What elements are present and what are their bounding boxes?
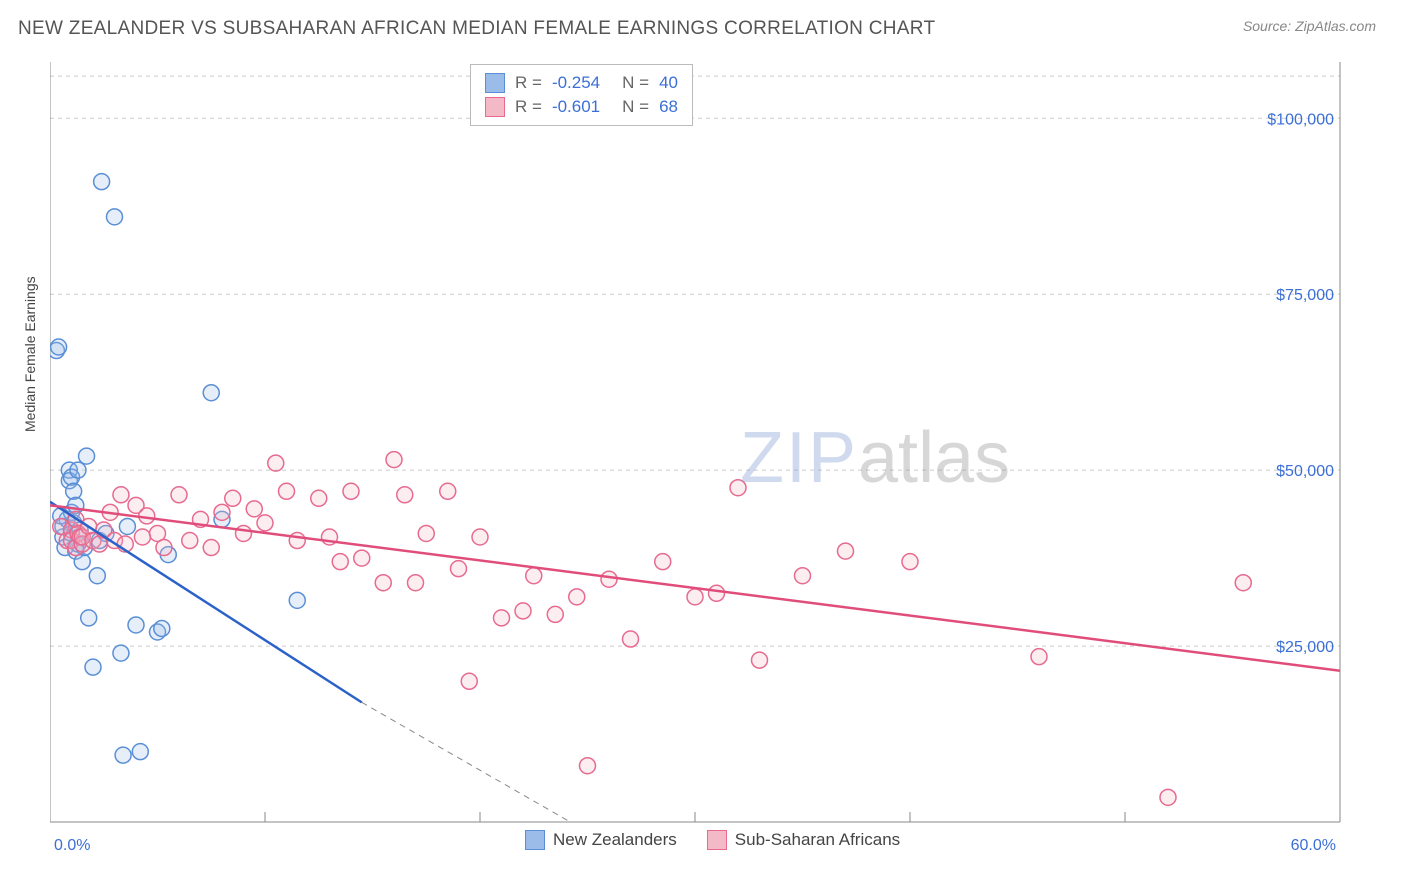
scatter-plot: $25,000 $50,000 $75,000 $100,000 0.0% 60.0% xyxy=(50,62,1390,862)
data-point xyxy=(268,455,284,471)
regression-extrapolation xyxy=(362,702,571,822)
data-point xyxy=(289,533,305,549)
data-point xyxy=(687,589,703,605)
stats-row: R = -0.601 N = 68 xyxy=(485,95,678,119)
data-point xyxy=(494,610,510,626)
stats-legend-box: R = -0.254 N = 40 R = -0.601 N = 68 xyxy=(470,64,693,126)
data-point xyxy=(119,518,135,534)
data-point xyxy=(279,483,295,499)
data-point xyxy=(902,554,918,570)
y-tick-label: $25,000 xyxy=(1276,639,1334,656)
y-tick-label: $100,000 xyxy=(1267,111,1334,128)
stat-r-label: R = xyxy=(515,73,542,93)
data-point xyxy=(156,540,172,556)
data-point xyxy=(1031,649,1047,665)
y-tick-label: $75,000 xyxy=(1276,287,1334,304)
data-point xyxy=(375,575,391,591)
stat-r-label: R = xyxy=(515,97,542,117)
data-point xyxy=(225,490,241,506)
source-label: Source: xyxy=(1243,18,1291,34)
stat-r-value: -0.601 xyxy=(552,97,600,117)
data-point xyxy=(89,568,105,584)
data-point xyxy=(795,568,811,584)
chart-source: Source: ZipAtlas.com xyxy=(1243,18,1376,34)
y-tick-label: $50,000 xyxy=(1276,463,1334,480)
data-point xyxy=(601,571,617,587)
stat-n-label: N = xyxy=(622,97,649,117)
data-point xyxy=(257,515,273,531)
data-point xyxy=(547,606,563,622)
data-point xyxy=(107,209,123,225)
data-point xyxy=(203,385,219,401)
data-point xyxy=(408,575,424,591)
chart-title: NEW ZEALANDER VS SUBSAHARAN AFRICAN MEDI… xyxy=(18,18,935,40)
data-point xyxy=(515,603,531,619)
data-point xyxy=(171,487,187,503)
data-point xyxy=(94,174,110,190)
data-point xyxy=(134,529,150,545)
source-value: ZipAtlas.com xyxy=(1295,18,1376,34)
data-point xyxy=(236,525,252,541)
data-point xyxy=(569,589,585,605)
data-point xyxy=(79,448,95,464)
data-point xyxy=(70,462,86,478)
data-point xyxy=(655,554,671,570)
legend-item: New Zealanders xyxy=(525,830,677,850)
data-point xyxy=(128,617,144,633)
data-point xyxy=(113,645,129,661)
legend-label: New Zealanders xyxy=(553,830,677,850)
series-legend: New Zealanders Sub-Saharan Africans xyxy=(525,830,900,850)
data-point xyxy=(354,550,370,566)
y-axis-label: Median Female Earnings xyxy=(22,276,38,432)
data-point xyxy=(526,568,542,584)
data-point xyxy=(580,758,596,774)
data-point xyxy=(397,487,413,503)
stat-n-value: 40 xyxy=(659,73,678,93)
stat-n-value: 68 xyxy=(659,97,678,117)
data-point xyxy=(386,452,402,468)
data-point xyxy=(418,525,434,541)
data-point xyxy=(154,620,170,636)
data-point xyxy=(51,339,67,355)
data-point xyxy=(81,610,97,626)
legend-swatch xyxy=(707,830,727,850)
stat-n-label: N = xyxy=(622,73,649,93)
stats-row: R = -0.254 N = 40 xyxy=(485,71,678,95)
legend-swatch xyxy=(525,830,545,850)
legend-label: Sub-Saharan Africans xyxy=(735,830,900,850)
data-point xyxy=(752,652,768,668)
data-point xyxy=(1235,575,1251,591)
x-tick-label: 60.0% xyxy=(1291,837,1336,854)
data-point xyxy=(730,480,746,496)
data-point xyxy=(1160,789,1176,805)
data-point xyxy=(838,543,854,559)
chart-header: NEW ZEALANDER VS SUBSAHARAN AFRICAN MEDI… xyxy=(0,0,1406,48)
data-point xyxy=(115,747,131,763)
data-point xyxy=(332,554,348,570)
data-point xyxy=(440,483,456,499)
data-point xyxy=(709,585,725,601)
data-point xyxy=(182,533,198,549)
legend-swatch xyxy=(485,73,505,93)
data-point xyxy=(451,561,467,577)
data-point xyxy=(461,673,477,689)
data-point xyxy=(132,744,148,760)
x-tick-label: 0.0% xyxy=(54,837,90,854)
data-point xyxy=(85,659,101,675)
data-point xyxy=(343,483,359,499)
stat-r-value: -0.254 xyxy=(552,73,600,93)
legend-item: Sub-Saharan Africans xyxy=(707,830,900,850)
data-point xyxy=(289,592,305,608)
data-point xyxy=(311,490,327,506)
data-point xyxy=(246,501,262,517)
data-point xyxy=(113,487,129,503)
data-point xyxy=(203,540,219,556)
data-point xyxy=(472,529,488,545)
data-point xyxy=(214,504,230,520)
legend-swatch xyxy=(485,97,505,117)
data-point xyxy=(623,631,639,647)
chart-area: Median Female Earnings $25,000$50,000$75… xyxy=(50,62,1390,862)
